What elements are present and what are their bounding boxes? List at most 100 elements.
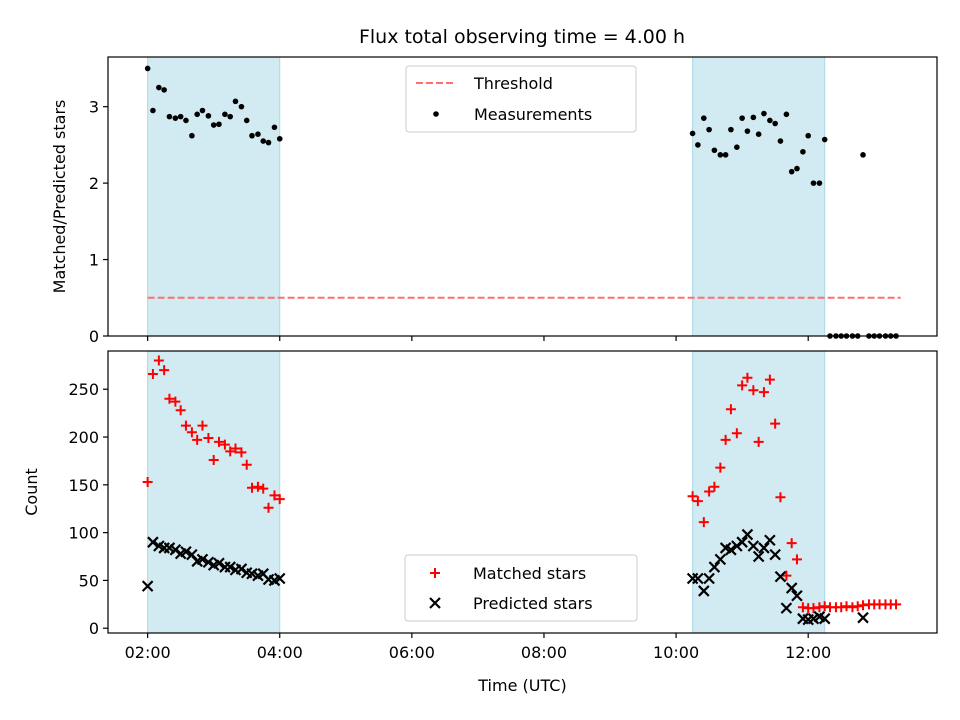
measurement-point bbox=[755, 131, 762, 138]
measurement-point bbox=[265, 139, 272, 146]
measurement-point bbox=[711, 147, 718, 154]
predicted-star-marker bbox=[708, 561, 721, 573]
bottom-panel: 0 50 100 150 200 250 02:00 04:00 06:00 08:00 10:00… bbox=[22, 350, 938, 695]
measurement-point bbox=[227, 113, 234, 120]
legend-box bbox=[405, 65, 637, 133]
y-tick-label: 50 bbox=[79, 571, 99, 590]
matched-star-marker bbox=[203, 432, 214, 443]
matched-star-marker bbox=[786, 538, 797, 549]
matched-star-marker bbox=[230, 443, 241, 454]
x-axis-label: Time (UTC) bbox=[477, 676, 566, 695]
measurement-point bbox=[205, 113, 212, 119]
y-axis-label: Count bbox=[22, 468, 41, 516]
measurement-point bbox=[172, 115, 179, 121]
matched-star-marker bbox=[258, 483, 269, 494]
predicted-star-marker bbox=[774, 570, 787, 583]
matched-star-marker bbox=[219, 439, 230, 450]
y-tick-label: 3 bbox=[89, 98, 99, 117]
measurement-point bbox=[271, 124, 278, 131]
axes-frame bbox=[107, 56, 938, 337]
predicted-star-marker bbox=[736, 536, 748, 548]
measurement-point bbox=[744, 128, 751, 134]
measurement-point bbox=[156, 84, 162, 91]
matched-star-marker bbox=[236, 447, 247, 458]
matched-star-marker bbox=[263, 502, 274, 513]
y-tick-label: 0 bbox=[89, 619, 99, 638]
measurement-point bbox=[701, 115, 707, 121]
measurement-point bbox=[805, 132, 811, 139]
matched-star-marker bbox=[731, 428, 742, 439]
matched-star-marker bbox=[197, 420, 208, 431]
matched-star-marker bbox=[142, 476, 153, 487]
y-axis-label: Matched/Predicted stars bbox=[50, 100, 69, 294]
measurement-point bbox=[777, 138, 784, 144]
matched-star-marker bbox=[213, 436, 224, 447]
measurement-point bbox=[232, 98, 239, 105]
matched-star-marker bbox=[704, 486, 715, 497]
matched-star-marker bbox=[153, 355, 164, 366]
legend: Threshold Measurements bbox=[405, 65, 637, 133]
measurement-point bbox=[255, 131, 261, 138]
measurement-point bbox=[199, 107, 206, 114]
matched-star-marker bbox=[180, 420, 191, 431]
measurement-point bbox=[794, 165, 800, 172]
measurement-point bbox=[150, 107, 156, 114]
measurement-point bbox=[821, 136, 828, 143]
predicted-star-marker bbox=[741, 528, 754, 541]
y-tick-label: 1 bbox=[89, 251, 99, 270]
measurement-point bbox=[816, 180, 823, 186]
matched-star-marker bbox=[170, 396, 181, 407]
matched-star-marker bbox=[186, 427, 197, 438]
predicted-star-marker bbox=[703, 572, 715, 585]
matched-star-marker bbox=[775, 492, 786, 503]
y-tick-label: 0 bbox=[89, 327, 99, 346]
matched-star-marker bbox=[192, 434, 203, 445]
predicted-star-marker bbox=[764, 534, 776, 547]
matched-star-marker bbox=[252, 481, 263, 492]
observing-window-shade bbox=[147, 350, 281, 634]
measurement-point bbox=[717, 152, 724, 158]
measurement-point bbox=[249, 132, 255, 139]
observing-window-shade bbox=[692, 350, 826, 634]
measurement-point bbox=[739, 115, 745, 121]
matched-star-marker bbox=[159, 365, 170, 376]
matched-star-marker bbox=[891, 599, 902, 610]
matched-star-marker bbox=[737, 380, 748, 391]
measurement-point bbox=[783, 111, 790, 118]
x-tick-label: 12:00 bbox=[785, 643, 831, 662]
y-tick-label: 150 bbox=[68, 476, 99, 495]
measurement-point bbox=[750, 114, 757, 121]
measurement-point bbox=[177, 113, 184, 120]
measurement-point bbox=[810, 180, 817, 186]
predicted-star-marker bbox=[747, 540, 760, 552]
legend-predicted-label: Predicted stars bbox=[473, 594, 593, 613]
matched-star-marker bbox=[748, 385, 759, 396]
measurement-point bbox=[194, 111, 200, 118]
axes-frame bbox=[107, 350, 938, 634]
predicted-star-marker bbox=[780, 602, 793, 614]
y-tick-label: 250 bbox=[68, 380, 99, 399]
predicted-star-marker bbox=[791, 589, 803, 602]
legend-box bbox=[404, 554, 638, 622]
x-tick-label: 10:00 bbox=[653, 643, 699, 662]
predicted-star-marker bbox=[273, 572, 286, 585]
legend-threshold-label: Threshold bbox=[473, 74, 553, 93]
matched-star-marker bbox=[225, 446, 236, 457]
measurement-point bbox=[734, 144, 740, 150]
observing-window-shade bbox=[147, 56, 281, 337]
matched-star-marker bbox=[753, 436, 764, 447]
matched-star-marker bbox=[764, 374, 775, 385]
measurement-point bbox=[276, 135, 283, 142]
matched-star-marker bbox=[269, 490, 280, 501]
matched-star-marker bbox=[715, 462, 726, 473]
y-tick-label: 2 bbox=[89, 174, 99, 193]
legend-matched-swatch bbox=[430, 568, 440, 578]
predicted-star-marker bbox=[857, 611, 869, 624]
x-tick-label: 04:00 bbox=[257, 643, 303, 662]
legend-matched-label: Matched stars bbox=[473, 564, 586, 583]
predicted-star-marker bbox=[141, 580, 154, 592]
measurement-point bbox=[216, 121, 222, 128]
matched-star-marker bbox=[742, 372, 753, 383]
top-panel: 0 1 2 3 Matched/Predicted stars Threshold Meas… bbox=[50, 56, 938, 346]
